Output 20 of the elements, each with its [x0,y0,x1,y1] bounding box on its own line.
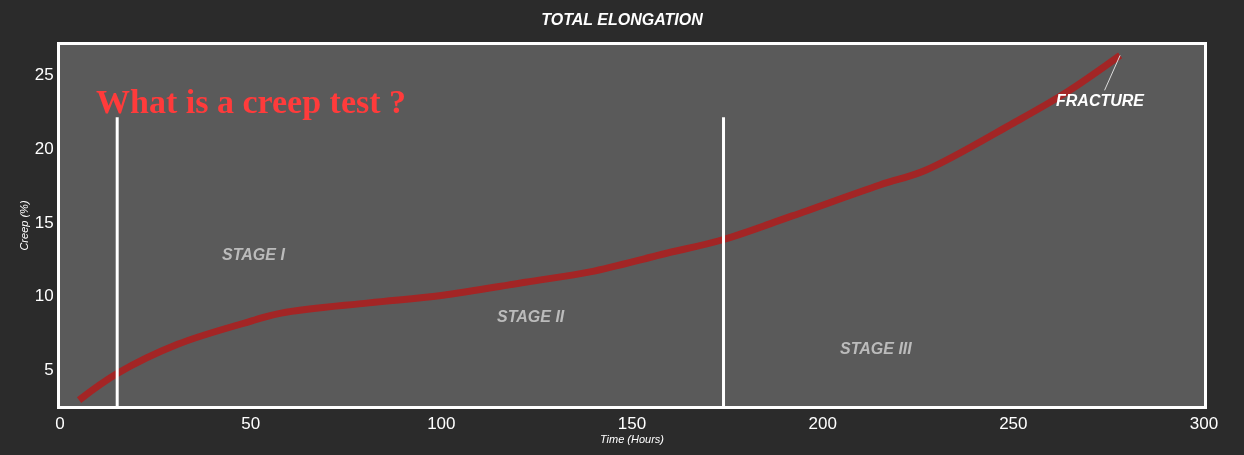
annotation: STAGE III [840,340,913,357]
x-tick-label: 150 [617,414,647,434]
chart-title: TOTAL ELONGATION [541,10,704,28]
x-tick-label: 250 [999,414,1028,434]
x-tick-label: 300 [1189,414,1219,434]
y-tick-label: 20 [34,139,54,159]
x-tick-label: 200 [808,414,837,434]
y-tick-label: 25 [34,65,54,85]
x-tick-label: 50 [241,414,261,434]
y-tick-label: 15 [34,212,54,232]
y-tick-label: 10 [34,286,54,306]
y-axis-title: Creep (%) [18,200,31,251]
annotation: FRACTURE [1056,92,1146,109]
annotation: STAGE II [497,308,565,325]
annotation: STAGE I [222,246,286,263]
annotation: What is a creep test ? [96,83,407,120]
y-tick-label: 5 [44,360,54,380]
x-tick-label: 100 [427,414,456,434]
x-tick-label: 0 [55,414,65,434]
x-axis-title: Time (Hours) [599,433,665,446]
